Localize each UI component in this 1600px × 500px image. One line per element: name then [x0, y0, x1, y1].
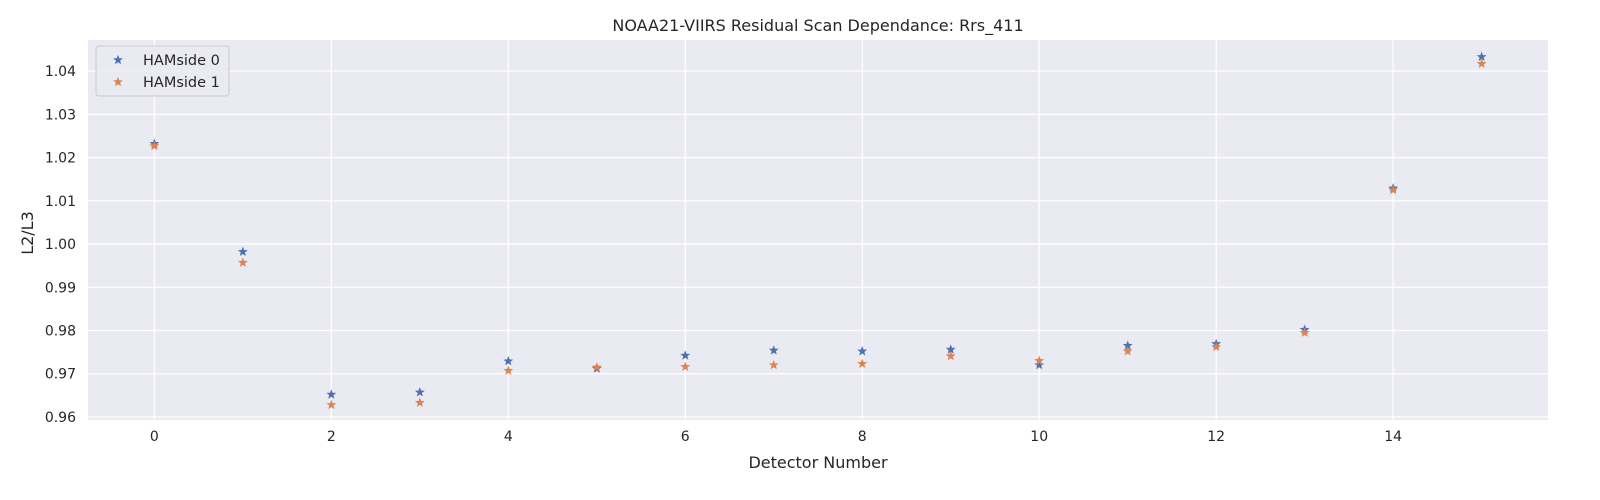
data-point: [503, 356, 514, 366]
legend: HAMside 0 HAMside 1: [95, 45, 230, 97]
y-axis-title: L2/L3: [18, 211, 37, 255]
x-tick-label: 0: [150, 429, 159, 445]
data-point: [857, 358, 868, 369]
x-tick-label: 10: [1030, 429, 1048, 445]
y-tick-label: 0.98: [45, 324, 76, 340]
legend-label: HAMside 0: [143, 53, 220, 69]
y-tick-label: 1.04: [45, 64, 76, 80]
data-point: [1476, 58, 1487, 68]
legend-label: HAMside 1: [143, 75, 220, 91]
data-point: [945, 344, 956, 354]
data-point: [1034, 359, 1045, 370]
data-point: [591, 362, 602, 372]
data-point: [1211, 341, 1222, 352]
x-tick-label: 4: [504, 429, 513, 445]
legend-marker: [113, 54, 123, 65]
data-point: [1299, 327, 1310, 337]
data-point: [1388, 184, 1399, 195]
y-axis-ticks: 0.96 0.97 0.98 0.99 1.00 1.01 1.02 1.03 1.04: [45, 64, 76, 426]
data-point: [326, 399, 337, 410]
data-point: [768, 345, 779, 355]
series-1: [149, 58, 1487, 410]
data-point: [414, 397, 425, 407]
x-tick-label: 2: [327, 429, 336, 445]
y-tick-label: 1.03: [45, 107, 76, 123]
plot-area: [88, 40, 1548, 420]
data-point: [857, 346, 868, 356]
data-point: [680, 361, 691, 372]
data-point: [237, 257, 248, 267]
y-tick-label: 0.97: [45, 367, 76, 383]
data-point: [1476, 51, 1487, 62]
y-tick-label: 1.01: [45, 194, 76, 210]
y-tick-label: 1.02: [45, 151, 76, 167]
data-point: [1034, 355, 1045, 365]
data-point: [237, 246, 248, 257]
x-axis-ticks: 0 2 4 6 8 10 12 14: [150, 429, 1402, 445]
data-point: [1122, 340, 1133, 350]
data-point: [945, 350, 956, 361]
data-point: [768, 359, 779, 370]
legend-marker: [113, 76, 123, 87]
y-tick-label: 0.96: [45, 410, 76, 426]
data-point: [680, 350, 691, 360]
x-axis-title: Detector Number: [748, 453, 888, 472]
x-tick-label: 12: [1207, 429, 1225, 445]
x-tick-label: 6: [681, 429, 690, 445]
data-series: [149, 51, 1487, 410]
chart-title: NOAA21-VIIRS Residual Scan Dependance: R…: [612, 16, 1023, 36]
x-tick-label: 14: [1384, 429, 1402, 445]
data-point: [149, 140, 160, 151]
x-tick-label: 8: [858, 429, 867, 445]
legend-box: [95, 45, 230, 97]
data-point: [326, 389, 337, 399]
y-tick-label: 1.00: [45, 237, 76, 253]
y-tick-label: 0.99: [45, 280, 76, 296]
grid-lines: [88, 40, 1548, 420]
data-point: [503, 365, 514, 375]
data-point: [1122, 346, 1133, 356]
data-point: [414, 387, 425, 397]
